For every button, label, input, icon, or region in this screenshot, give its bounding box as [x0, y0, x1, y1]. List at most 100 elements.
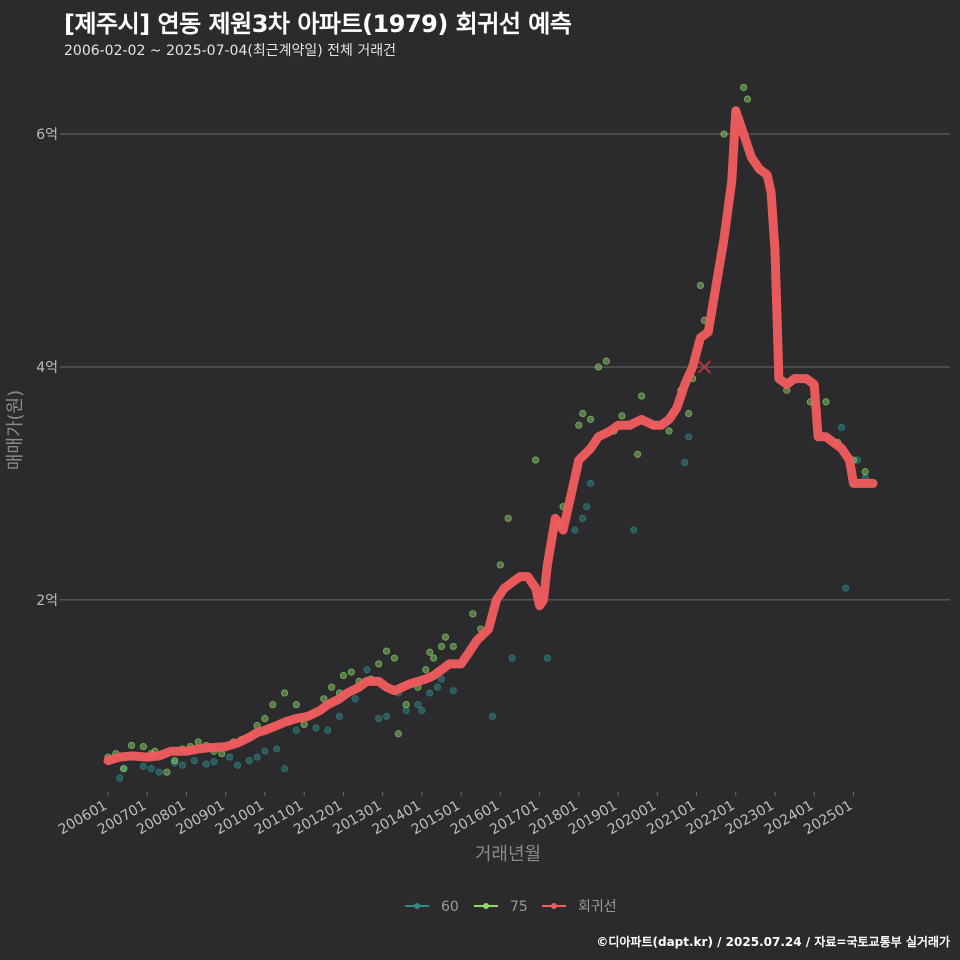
regression-line: [103, 106, 878, 766]
legend-label-75: 75: [510, 899, 528, 915]
point-75: [637, 392, 646, 400]
legend-item-60: 60: [405, 899, 459, 915]
point-75: [449, 642, 457, 651]
legend-label-regression: 회귀선: [578, 899, 617, 915]
point-60: [280, 765, 289, 773]
y-tick-label: 4억: [36, 360, 58, 376]
legend-label-60: 60: [441, 899, 459, 915]
point-75: [437, 642, 446, 651]
point-75: [743, 95, 752, 103]
point-60: [147, 765, 155, 773]
legend-swatch-regression-dot: [551, 903, 557, 909]
point-60: [382, 712, 391, 720]
point-60: [586, 479, 595, 488]
point-60: [449, 687, 457, 695]
point-75: [127, 741, 136, 750]
point-75: [618, 412, 626, 420]
point-60: [292, 726, 300, 734]
y-tick-labels: 2억 4억 6억: [36, 127, 64, 609]
point-75: [261, 715, 269, 723]
point-75: [300, 720, 308, 729]
point-75: [532, 456, 540, 464]
point-60: [426, 689, 434, 697]
point-60: [351, 695, 359, 703]
point-60: [433, 683, 442, 691]
point-60: [245, 756, 253, 765]
y-tick-label: 6억: [36, 127, 58, 143]
footer-credit: ©디아파트(dapt.kr) / 2025.07.24 / 자료=국토교통부 실…: [596, 935, 950, 949]
legend-item-75: 75: [474, 899, 528, 915]
point-60: [171, 759, 179, 767]
point-75: [740, 83, 748, 92]
point-60: [273, 745, 281, 753]
point-60: [312, 724, 320, 732]
legend: 60 75 회귀선: [405, 899, 617, 915]
point-60: [178, 761, 187, 769]
chart-title: [제주시] 연동 제원3차 아파트(1979) 회귀선 예측: [64, 10, 572, 38]
point-75: [347, 668, 355, 676]
point-75: [602, 357, 610, 365]
point-75: [586, 415, 595, 423]
y-tick-label: 2억: [36, 593, 58, 609]
point-60: [853, 456, 861, 464]
point-60: [838, 423, 846, 432]
point-75: [426, 648, 434, 656]
point-60: [685, 433, 693, 441]
series-60-points: [116, 351, 869, 782]
point-75: [720, 130, 728, 138]
point-60: [155, 768, 163, 776]
point-75: [579, 409, 587, 418]
point-60: [418, 706, 426, 715]
point-75: [394, 730, 402, 738]
point-75: [390, 654, 399, 662]
point-60: [414, 701, 422, 709]
point-75: [594, 363, 603, 371]
point-60: [583, 503, 591, 511]
point-60: [630, 526, 638, 534]
chart-subtitle: 2006-02-02 ~ 2025-07-04(최근계약일) 전체 거래건: [64, 43, 396, 59]
point-60: [543, 654, 552, 662]
prediction-x-stroke-b: [697, 360, 712, 374]
point-75: [375, 660, 383, 668]
y-axis-title: 매매가(원): [5, 390, 26, 470]
point-75: [328, 683, 336, 691]
point-75: [575, 421, 583, 429]
regression-line-layer: [103, 106, 878, 766]
point-60: [253, 753, 261, 761]
point-75: [292, 701, 300, 709]
point-75: [665, 427, 673, 435]
prediction-x-marker: [697, 360, 712, 374]
point-75: [163, 768, 171, 776]
point-60: [375, 715, 383, 723]
point-60: [226, 753, 234, 761]
x-tick-labels: 2006012007012008012009012010012011012012…: [56, 792, 855, 838]
point-60: [579, 514, 587, 522]
point-60: [363, 666, 371, 674]
point-60: [571, 526, 579, 534]
point-75: [422, 666, 430, 674]
point-60: [261, 747, 269, 755]
x-axis-title: 거래년월: [475, 844, 541, 865]
point-60: [116, 774, 124, 782]
point-75: [269, 701, 277, 709]
legend-swatch-60-dot: [414, 903, 420, 909]
point-75: [280, 689, 289, 697]
point-60: [324, 726, 332, 734]
point-75: [634, 450, 642, 458]
point-60: [202, 760, 210, 768]
point-60: [842, 584, 850, 592]
point-60: [681, 458, 689, 467]
point-60: [139, 762, 147, 770]
point-75: [120, 765, 128, 773]
series-75-points: [104, 83, 869, 776]
point-75: [685, 409, 693, 418]
point-75: [339, 671, 348, 680]
point-60: [402, 706, 410, 715]
point-75: [139, 742, 147, 751]
point-75: [504, 514, 512, 522]
point-75: [382, 647, 391, 655]
point-60: [335, 712, 344, 720]
point-75: [441, 633, 450, 641]
point-75: [469, 610, 477, 618]
